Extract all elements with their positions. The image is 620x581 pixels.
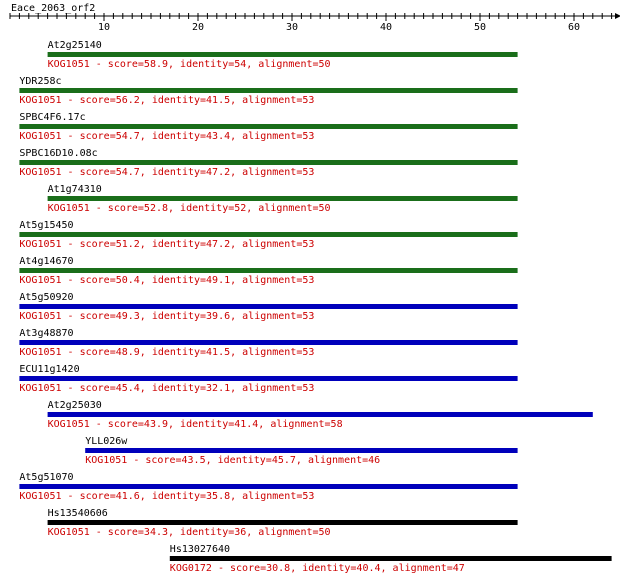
hit-name: At1g74310	[48, 184, 102, 195]
hit-bar	[47, 520, 518, 525]
hit-name: ECU11g1420	[19, 364, 79, 375]
hit-bar	[19, 160, 518, 165]
hit-annotation: KOG1051 - score=50.4, identity=49.1, ali…	[19, 275, 314, 286]
hit-name: At5g51070	[19, 472, 73, 483]
hit-annotation: KOG1051 - score=34.3, identity=36, align…	[48, 527, 331, 538]
hit-name: SPBC16D10.08c	[19, 148, 97, 159]
hit-row: SPBC16D10.08c KOG1051 - score=54.7, ident…	[19, 148, 518, 178]
axis-tick-label: 40	[380, 22, 392, 33]
hit-annotation: KOG1051 - score=58.9, identity=54, align…	[48, 59, 331, 70]
hit-annotation: KOG1051 - score=45.4, identity=32.1, ali…	[19, 383, 314, 394]
hit-annotation: KOG1051 - score=52.8, identity=52, align…	[48, 203, 331, 214]
hit-annotation: KOG1051 - score=41.6, identity=35.8, ali…	[19, 491, 314, 502]
hit-bar	[19, 232, 518, 237]
hit-name: At5g15450	[19, 220, 73, 231]
hit-row: At2g25140 KOG1051 - score=58.9, identity=…	[47, 40, 518, 70]
hit-row: At1g74310 KOG1051 - score=52.8, identity=…	[47, 184, 518, 214]
hit-annotation: KOG0172 - score=30.8, identity=40.4, ali…	[170, 563, 465, 574]
hit-annotation: KOG1051 - score=43.5, identity=45.7, ali…	[85, 455, 380, 466]
hit-bar	[19, 376, 518, 381]
hit-annotation: KOG1051 - score=51.2, identity=47.2, ali…	[19, 239, 314, 250]
hit-row: At4g14670 KOG1051 - score=50.4, identity=…	[19, 256, 518, 286]
hit-row: At3g48870 KOG1051 - score=48.9, identity=…	[19, 328, 518, 358]
hit-name: At2g25030	[48, 400, 102, 411]
hit-annotation: KOG1051 - score=56.2, identity=41.5, ali…	[19, 95, 314, 106]
hit-annotation: KOG1051 - score=54.7, identity=43.4, ali…	[19, 131, 314, 142]
hit-annotation: KOG1051 - score=48.9, identity=41.5, ali…	[19, 347, 314, 358]
hit-row: At2g25030 KOG1051 - score=43.9, identity=…	[47, 400, 593, 430]
hit-row: YDR258c KOG1051 - score=56.2, identity=41…	[19, 76, 518, 106]
hit-annotation: KOG1051 - score=43.9, identity=41.4, ali…	[48, 419, 343, 430]
hit-bar	[47, 412, 593, 417]
query-title: Eace_2063_orf2	[11, 3, 95, 14]
hit-bar	[47, 196, 518, 201]
hit-name: At3g48870	[19, 328, 73, 339]
hit-annotation: KOG1051 - score=54.7, identity=47.2, ali…	[19, 167, 314, 178]
axis-tick-label: 30	[286, 22, 298, 33]
axis-arrow	[615, 13, 620, 19]
hit-row: SPBC4F6.17c KOG1051 - score=54.7, identit…	[19, 112, 518, 142]
hit-bar	[19, 268, 518, 273]
hit-name: Hs13027640	[170, 544, 230, 555]
hit-list: At2g25140 KOG1051 - score=58.9, identity=…	[19, 40, 612, 574]
hit-bar	[19, 88, 518, 93]
query-axis: 10 20 30 40 50 60	[9, 13, 620, 33]
hit-name: At5g50920	[19, 292, 73, 303]
axis-tick-label: 20	[192, 22, 204, 33]
hit-row: At5g51070 KOG1051 - score=41.6, identity=…	[19, 472, 518, 502]
hit-name: YLL026w	[85, 436, 128, 447]
hit-row: At5g50920 KOG1051 - score=49.3, identity=…	[19, 292, 518, 322]
axis-tick-label: 10	[98, 22, 110, 33]
hit-bar	[19, 304, 518, 309]
axis-tick-label: 50	[474, 22, 486, 33]
hit-row: Hs13027640 KOG0172 - score=30.8, identity…	[169, 544, 612, 574]
hit-bar	[19, 340, 518, 345]
hit-name: At4g14670	[19, 256, 73, 267]
axis-tick-label: 60	[568, 22, 580, 33]
hit-name: At2g25140	[48, 40, 102, 51]
hit-row: At5g15450 KOG1051 - score=51.2, identity=…	[19, 220, 518, 250]
hit-name: SPBC4F6.17c	[19, 112, 85, 123]
hit-row: ECU11g1420 KOG1051 - score=45.4, identity…	[19, 364, 518, 394]
hit-bar	[85, 448, 518, 453]
hit-row: Hs13540606 KOG1051 - score=34.3, identity…	[47, 508, 518, 538]
hit-row: YLL026w KOG1051 - score=43.5, identity=45…	[85, 436, 518, 466]
hit-name: YDR258c	[19, 76, 61, 87]
hit-name: Hs13540606	[48, 508, 108, 519]
hit-bar	[47, 52, 518, 57]
hit-bar	[19, 484, 518, 489]
hit-annotation: KOG1051 - score=49.3, identity=39.6, ali…	[19, 311, 314, 322]
hit-bar	[169, 556, 612, 561]
hit-bar	[19, 124, 518, 129]
